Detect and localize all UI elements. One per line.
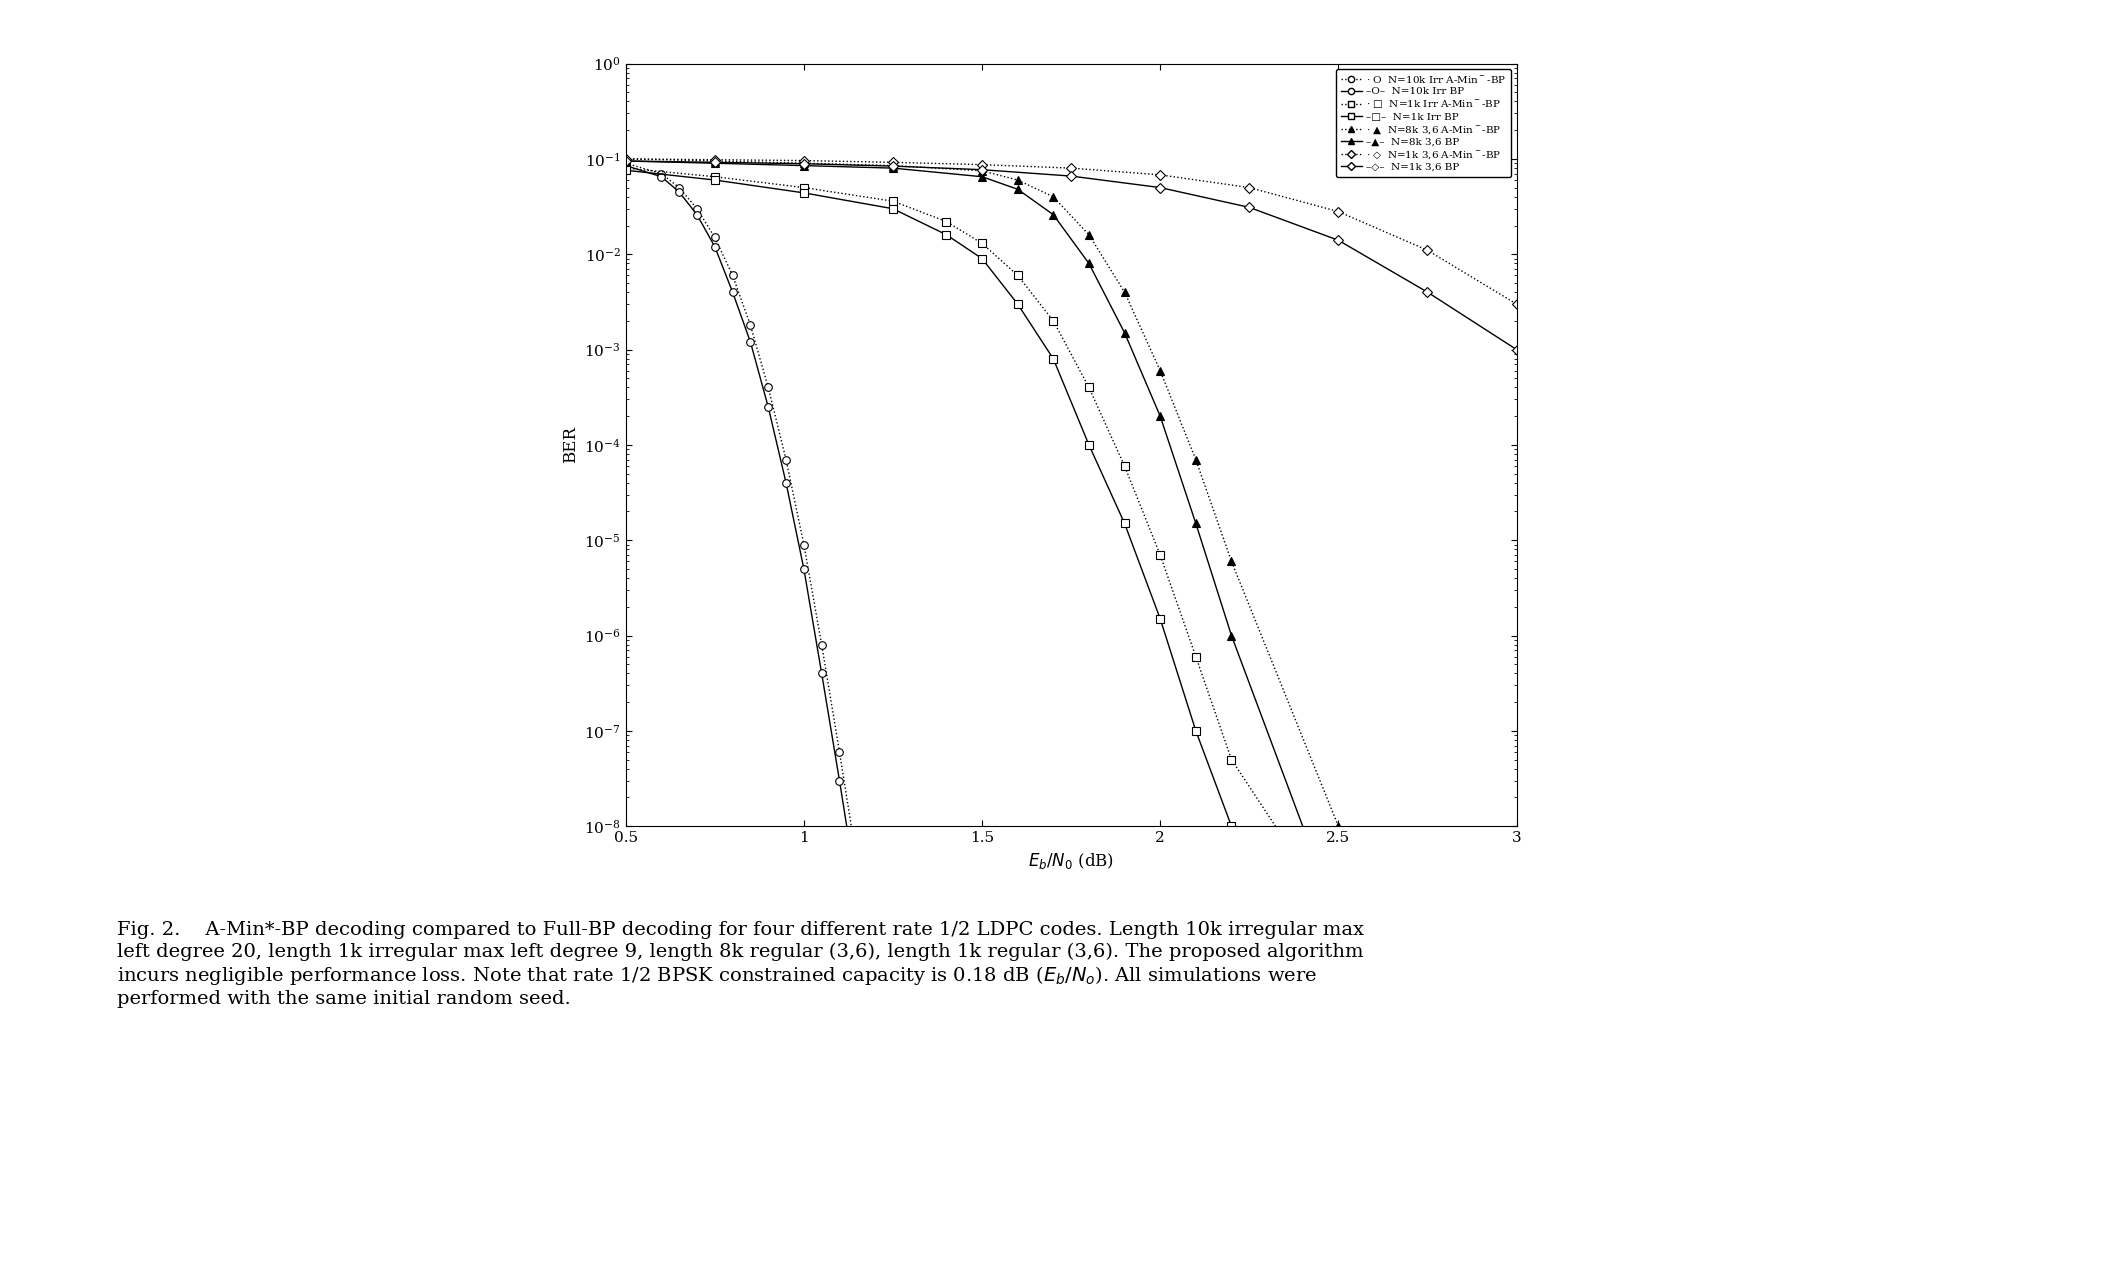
Y-axis label: BER: BER [562, 426, 579, 464]
Legend: · O  N=10k Irr A-Min$^-$-BP, –O–  N=10k Irr BP, · □  N=1k Irr A-Min$^-$-BP, –□– : · O N=10k Irr A-Min$^-$-BP, –O– N=10k Ir… [1336, 69, 1512, 177]
X-axis label: $E_b/N_0$ (dB): $E_b/N_0$ (dB) [1029, 850, 1114, 871]
Text: Fig. 2.    A-Min*-BP decoding compared to Full-BP decoding for four different ra: Fig. 2. A-Min*-BP decoding compared to F… [117, 921, 1364, 1008]
